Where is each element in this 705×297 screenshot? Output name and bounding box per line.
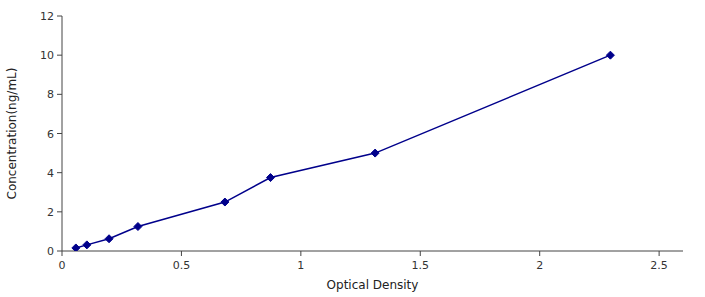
x-tick (181, 251, 182, 256)
y-tick-label: 0 (47, 245, 54, 258)
x-tick (420, 251, 421, 256)
x-tick-label: 1.5 (412, 259, 430, 272)
x-tick (539, 251, 540, 256)
axes: 0 0.5 1 1.5 2 2.5 0 2 4 6 8 10 12 (40, 10, 683, 272)
data-point (105, 235, 113, 243)
data-point (267, 174, 275, 182)
y-tick (57, 16, 62, 17)
data-point (134, 223, 142, 231)
y-tick-label: 4 (47, 167, 54, 180)
data-point (606, 51, 614, 59)
data-point (371, 149, 379, 157)
data-group (72, 51, 615, 251)
y-tick (57, 251, 62, 252)
y-tick-label: 6 (47, 128, 54, 141)
data-point (72, 244, 80, 251)
chart-container: 0 0.5 1 1.5 2 2.5 0 2 4 6 8 10 12 Optical Density Conc… (0, 0, 705, 297)
y-tick (57, 211, 62, 212)
data-point (221, 198, 229, 206)
x-tick (659, 251, 660, 256)
x-tick (300, 251, 301, 256)
data-line (76, 55, 611, 248)
x-tick-label: 1 (297, 259, 304, 272)
y-tick-label: 2 (47, 206, 54, 219)
y-tick-label: 10 (40, 49, 54, 62)
x-tick (62, 251, 63, 256)
x-tick-label: 2.5 (650, 259, 668, 272)
x-tick-label: 0.5 (173, 259, 191, 272)
chart-svg: 0 0.5 1 1.5 2 2.5 0 2 4 6 8 10 12 Optical Density Conc… (0, 0, 705, 297)
x-tick-label: 0 (59, 259, 66, 272)
data-point (83, 241, 91, 249)
y-tick (57, 94, 62, 95)
y-tick (57, 133, 62, 134)
y-axis-label: Concentration(ng/mL) (5, 68, 19, 200)
x-axis-label: Optical Density (327, 278, 419, 292)
y-tick (57, 172, 62, 173)
x-tick-label: 2 (536, 259, 543, 272)
x-axis-line (62, 251, 683, 252)
y-tick (57, 55, 62, 56)
y-tick-label: 12 (40, 10, 54, 23)
y-tick-label: 8 (47, 88, 54, 101)
